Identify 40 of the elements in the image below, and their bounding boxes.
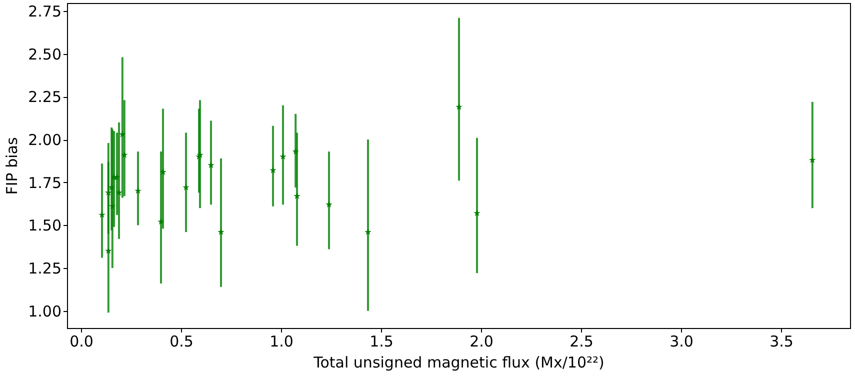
y-tick-label: 1.50 bbox=[28, 216, 62, 235]
x-axis-title: Total unsigned magnetic flux (Mx/10²²) bbox=[312, 354, 604, 372]
x-tick-label: 0.5 bbox=[170, 332, 194, 350]
point bbox=[98, 211, 106, 218]
x-tick-label: 3.5 bbox=[770, 332, 794, 350]
point bbox=[456, 103, 462, 110]
y-tick-label: 2.00 bbox=[28, 131, 62, 150]
point bbox=[326, 201, 332, 208]
point bbox=[270, 166, 276, 174]
point bbox=[105, 247, 112, 254]
y-tick-label: 2.75 bbox=[28, 2, 62, 21]
x-tick-label: 2.5 bbox=[570, 332, 594, 350]
point bbox=[474, 210, 480, 216]
x-tick-label: 1.0 bbox=[270, 332, 294, 350]
point bbox=[158, 218, 164, 225]
point bbox=[121, 151, 128, 158]
y-tick-label: 2.50 bbox=[28, 45, 62, 64]
y-axis-title: FIP bias bbox=[3, 137, 22, 195]
x-tick-label: 2.0 bbox=[470, 332, 494, 350]
y-tick-label: 1.75 bbox=[28, 174, 62, 192]
point bbox=[208, 162, 214, 168]
point bbox=[218, 228, 224, 235]
x-tick-label: 3.0 bbox=[670, 332, 694, 350]
point bbox=[105, 189, 112, 196]
point bbox=[364, 228, 372, 235]
y-tick-label: 1.00 bbox=[28, 302, 62, 320]
y-tick-label: 1.25 bbox=[28, 260, 62, 278]
point bbox=[809, 156, 816, 163]
x-tick-label: 1.5 bbox=[370, 332, 394, 350]
x-tick-label: 0.0 bbox=[70, 332, 94, 350]
point bbox=[116, 189, 122, 196]
y-tick-label: 2.25 bbox=[28, 88, 62, 106]
point bbox=[119, 130, 126, 138]
point bbox=[134, 187, 142, 194]
point bbox=[294, 192, 300, 199]
point bbox=[292, 148, 299, 154]
point bbox=[108, 184, 115, 190]
point bbox=[182, 184, 190, 190]
point bbox=[280, 153, 286, 160]
point bbox=[160, 168, 166, 175]
